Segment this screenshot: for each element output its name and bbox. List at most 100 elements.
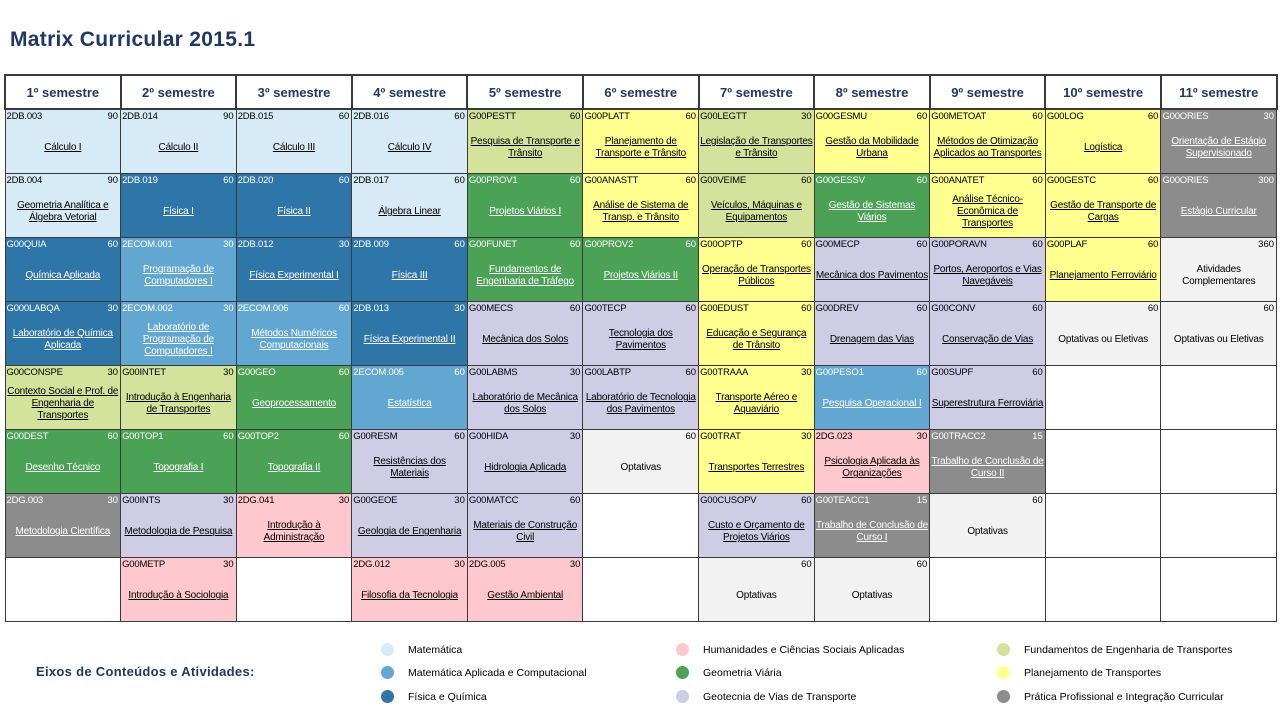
course-cell[interactable]: G00TEACC1 15 Trabalho de Conclusão de Curs…	[813, 492, 931, 558]
course-name-link[interactable]: Hidrologia Aplicada	[484, 462, 567, 474]
course-name-link[interactable]: Física Experimental I	[249, 270, 339, 282]
course-cell[interactable]: G00INTET 30 Introdução à Engenharia de Tra…	[120, 364, 237, 430]
course-name-link[interactable]: Análise Técnico-Econômica de Transportes	[952, 193, 1023, 230]
course-name-link[interactable]: Custo e Orçamento de Projetos Viários	[708, 520, 805, 544]
course-cell[interactable]: G00TOP2 60 Topografia II	[235, 428, 353, 494]
course-cell[interactable]: 2DB.004 90 Geometria Analítica e Álgebra V…	[4, 172, 122, 238]
course-name-link[interactable]: Física Experimental II	[363, 334, 456, 346]
course-cell[interactable]: G00DEST 60 Desenho Técnico	[4, 428, 122, 494]
course-cell[interactable]: G00TRACC2 15 Trabalho de Conclusão de Curs…	[929, 428, 1046, 494]
course-cell[interactable]: 2DG.041 30 Introdução à Administração	[235, 492, 353, 558]
course-name-link[interactable]: Psicologia Aplicada às Organizações	[824, 456, 920, 480]
course-name-link[interactable]: Projetos Viários II	[603, 270, 679, 282]
course-name-link[interactable]: Estatística	[387, 398, 432, 410]
course-cell[interactable]: 2DG.012 30 Filosofia da Tecnologia	[351, 556, 468, 623]
course-name-link[interactable]: Contexto Social e Prof. de Engenharia de…	[7, 386, 119, 422]
course-cell[interactable]: 60 Optativas	[582, 428, 700, 494]
course-cell[interactable]: G00TECP 60 Tecnologia dos Pavimentos	[582, 300, 700, 366]
course-cell[interactable]: G00MATCC 60 Materiais de Construção Civil	[466, 492, 584, 558]
course-cell[interactable]: 2DB.020 60 Física II	[235, 172, 353, 238]
course-cell[interactable]: 2DB.012 30 Física Experimental I	[235, 236, 353, 302]
course-name-link[interactable]: Geometria Analítica e Álgebra Vetorial	[17, 199, 109, 224]
course-cell[interactable]: G00PORAVN 60 Portos, Aeroportos e Vias Nav…	[929, 236, 1046, 302]
course-cell[interactable]: G00CUSOPV 60 Custo e Orçamento de Projetos…	[698, 492, 815, 558]
course-name-link[interactable]: Cálculo I	[44, 142, 82, 154]
course-name-link[interactable]: Programação de Computadores I	[142, 263, 214, 288]
course-name-link[interactable]: Gestão de Sistemas Viários	[828, 199, 916, 224]
course-name-link[interactable]: Drenagem das Vias	[829, 334, 915, 346]
course-name-link[interactable]: Operação de Transportes Públicos	[701, 263, 811, 288]
course-name-link[interactable]: Trabalho de Conclusão de Curso II	[931, 456, 1044, 480]
course-cell[interactable]: G00METP 30 Introdução à Sociologia	[120, 556, 237, 623]
course-cell[interactable]: G00LEGTT 30 Legislação de Transportes e Tr…	[698, 108, 815, 174]
course-cell[interactable]: 60 Optativas ou Eletivas	[1044, 300, 1162, 366]
course-name-link[interactable]: Laboratório de Programação de Computador…	[142, 321, 214, 358]
course-cell[interactable]: 2DB.014 90 Cálculo II	[120, 108, 237, 174]
course-name-link[interactable]: Laboratório de Química Aplicada	[12, 328, 113, 352]
course-name-link[interactable]: Tecnologia dos Pavimentos	[608, 328, 673, 352]
course-name-link[interactable]: Desenho Técnico	[25, 462, 101, 474]
course-name-link[interactable]: Análise de Sistema de Transp. e Trânsito	[593, 199, 689, 224]
course-name-link[interactable]: Transporte Aéreo e Aquaviário	[715, 392, 798, 416]
course-name-link[interactable]: Física III	[391, 270, 428, 282]
course-cell[interactable]: G00ANASTT 60 Análise de Sistema de Transp.…	[582, 172, 700, 238]
course-name-link[interactable]: Filosofia da Tecnologia	[361, 590, 459, 602]
course-name-link[interactable]: Educação e Segurança de Trânsito	[706, 328, 807, 352]
course-name-link[interactable]: Métodos Numéricos Computacionais	[251, 328, 337, 352]
course-name-link[interactable]: Laboratório de Mecânica dos Solos	[472, 392, 578, 416]
course-cell[interactable]: G00SUPF 60 Superestrutura Ferroviária	[929, 364, 1046, 430]
course-cell[interactable]: 2ECOM.002 30 Laboratório de Programação de…	[120, 300, 237, 366]
course-name-link[interactable]: Topografia II	[267, 462, 321, 474]
course-name-link[interactable]: Pesquisa de Transporte e Trânsito	[470, 136, 580, 160]
course-cell[interactable]: 2DB.015 60 Cálculo III	[235, 108, 353, 174]
course-cell[interactable]: G00TOP1 60 Topografia I	[120, 428, 237, 494]
course-cell[interactable]: 2DB.017 60 Álgebra Linear	[351, 172, 468, 238]
course-name-link[interactable]: Superestrutura Ferroviária	[931, 398, 1044, 410]
course-name-link[interactable]: Cálculo IV	[387, 142, 432, 154]
course-name-link[interactable]: Materiais de Construção Civil	[473, 520, 578, 544]
course-cell[interactable]: G00GESTC 60 Gestão de Transporte de Cargas	[1044, 172, 1162, 238]
course-name-link[interactable]: Cálculo II	[158, 142, 199, 154]
course-cell[interactable]: G00EDUST 60 Educação e Segurança de Trânsi…	[698, 300, 815, 366]
course-cell[interactable]: G00QUIA 60 Química Aplicada	[4, 236, 122, 302]
course-name-link[interactable]: Trabalho de Conclusão de Curso I	[815, 520, 929, 544]
course-name-link[interactable]: Introdução à Administração	[263, 520, 325, 544]
course-cell[interactable]: G00DREV 60 Drenagem das Vias	[813, 300, 931, 366]
course-cell[interactable]: 2DG.003 30 Metodologia Científica	[4, 492, 122, 558]
course-cell[interactable]: 2DB.003 90 Cálculo I	[4, 108, 122, 174]
course-cell[interactable]: G00ANATET 60 Análise Técnico-Econômica de …	[929, 172, 1046, 238]
course-cell[interactable]: G00PROV1 60 Projetos Viários I	[466, 172, 584, 238]
course-cell[interactable]: G00VEIME 60 Veículos, Máquinas e Equipamen…	[698, 172, 815, 238]
course-name-link[interactable]: Fundamentos de Engenharia de Tráfego	[476, 263, 574, 288]
course-cell[interactable]: G00RESM 60 Resistências dos Materiais	[351, 428, 468, 494]
course-cell[interactable]: G00PLATT 60 Planejamento de Transporte e T…	[582, 108, 700, 174]
course-name-link[interactable]: Química Aplicada	[25, 270, 101, 282]
course-cell[interactable]: 2DB.013 30 Física Experimental II	[351, 300, 468, 366]
course-cell[interactable]: G00ORIES 30 Orientação de Estágio Supervis…	[1160, 108, 1278, 174]
course-cell[interactable]: G00CONV 60 Conservação de Vias	[929, 300, 1046, 366]
course-cell[interactable]: G00LABTP 60 Laboratório de Tecnologia dos …	[582, 364, 700, 430]
course-cell[interactable]: G00MECS 60 Mecânica dos Solos	[466, 300, 584, 366]
course-name-link[interactable]: Gestão da Mobilidade Urbana	[825, 136, 919, 160]
course-cell[interactable]: G00ORIES 300 Estágio Curricular	[1160, 172, 1278, 238]
course-name-link[interactable]: Cálculo III	[272, 142, 316, 154]
course-cell[interactable]: G00TRAT 30 Transportes Terrestres	[698, 428, 815, 494]
course-cell[interactable]: G00HIDA 30 Hidrologia Aplicada	[466, 428, 584, 494]
course-cell[interactable]: G00LOG 60 Logística	[1044, 108, 1162, 174]
course-cell[interactable]: 60 Optativas	[929, 492, 1046, 558]
course-cell[interactable]: G00FUNET 60 Fundamentos de Engenharia de T…	[466, 236, 584, 302]
course-name-link[interactable]: Planejamento Ferroviário	[1049, 270, 1157, 282]
course-name-link[interactable]: Pesquisa Operacional I	[822, 398, 922, 410]
course-cell[interactable]: 60 Optativas ou Eletivas	[1160, 300, 1278, 366]
course-cell[interactable]: 2DG.023 30 Psicologia Aplicada às Organiza…	[813, 428, 931, 494]
course-name-link[interactable]: Métodos de Otimização Aplicados ao Trans…	[933, 136, 1042, 160]
course-name-link[interactable]: Mecânica dos Pavimentos	[815, 270, 929, 282]
course-cell[interactable]: G00OPTP 60 Operação de Transportes Público…	[698, 236, 815, 302]
course-name-link[interactable]: Introdução à Sociologia	[128, 590, 229, 602]
course-cell[interactable]: 2DB.016 60 Cálculo IV	[351, 108, 468, 174]
course-cell[interactable]: 2ECOM.006 60 Métodos Numéricos Computacion…	[235, 300, 353, 366]
course-cell[interactable]: 2DG.005 30 Gestão Ambiental	[466, 556, 584, 623]
course-name-link[interactable]: Introdução à Engenharia de Transportes	[125, 392, 231, 416]
course-name-link[interactable]: Laboratório de Tecnologia dos Pavimentos	[585, 392, 696, 416]
course-name-link[interactable]: Veículos, Máquinas e Equipamentos	[710, 199, 802, 224]
